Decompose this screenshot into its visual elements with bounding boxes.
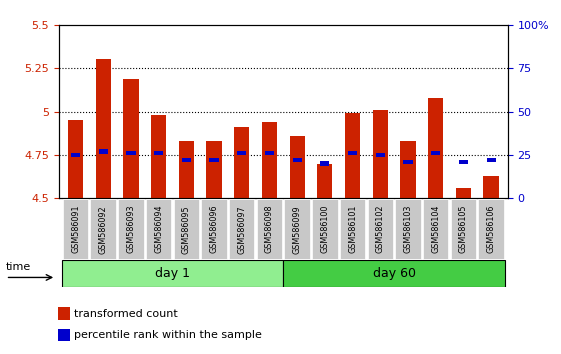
Text: GSM586094: GSM586094 bbox=[154, 205, 163, 253]
Text: day 60: day 60 bbox=[373, 267, 416, 280]
FancyBboxPatch shape bbox=[423, 200, 448, 259]
Bar bbox=[209, 158, 219, 162]
Text: GSM586092: GSM586092 bbox=[99, 205, 108, 253]
Text: GSM586106: GSM586106 bbox=[486, 205, 495, 253]
Bar bbox=[293, 158, 302, 162]
Bar bbox=[484, 176, 499, 198]
Text: GSM586096: GSM586096 bbox=[210, 205, 219, 253]
Bar bbox=[99, 149, 108, 154]
Text: transformed count: transformed count bbox=[74, 309, 178, 319]
FancyBboxPatch shape bbox=[63, 200, 88, 259]
Text: GSM586099: GSM586099 bbox=[293, 205, 302, 253]
Text: GSM586093: GSM586093 bbox=[126, 205, 135, 253]
Bar bbox=[265, 151, 274, 155]
FancyBboxPatch shape bbox=[396, 200, 421, 259]
Text: GSM586091: GSM586091 bbox=[71, 205, 80, 253]
Bar bbox=[58, 329, 70, 341]
Text: GSM586105: GSM586105 bbox=[459, 205, 468, 253]
Bar bbox=[456, 188, 471, 198]
Text: GSM586102: GSM586102 bbox=[376, 205, 385, 253]
Bar bbox=[486, 158, 496, 162]
Bar bbox=[151, 115, 166, 198]
Text: GSM586097: GSM586097 bbox=[237, 205, 246, 253]
FancyBboxPatch shape bbox=[118, 200, 144, 259]
FancyBboxPatch shape bbox=[90, 200, 116, 259]
FancyBboxPatch shape bbox=[257, 200, 282, 259]
FancyBboxPatch shape bbox=[201, 200, 227, 259]
Bar bbox=[58, 307, 70, 320]
Bar bbox=[320, 161, 329, 166]
Bar bbox=[317, 164, 333, 198]
Bar bbox=[373, 110, 388, 198]
Bar bbox=[179, 141, 194, 198]
Bar bbox=[206, 141, 222, 198]
FancyBboxPatch shape bbox=[367, 200, 393, 259]
FancyBboxPatch shape bbox=[173, 200, 199, 259]
FancyBboxPatch shape bbox=[146, 200, 171, 259]
Bar bbox=[154, 151, 163, 155]
FancyBboxPatch shape bbox=[312, 200, 338, 259]
FancyBboxPatch shape bbox=[479, 200, 504, 259]
Bar bbox=[71, 153, 80, 157]
Bar bbox=[68, 120, 83, 198]
Bar bbox=[182, 158, 191, 162]
Bar bbox=[376, 153, 385, 157]
Text: GSM586100: GSM586100 bbox=[320, 205, 329, 253]
Bar bbox=[431, 151, 440, 155]
Text: GSM586095: GSM586095 bbox=[182, 205, 191, 253]
Bar bbox=[95, 59, 111, 198]
Bar bbox=[401, 141, 416, 198]
Text: GSM586103: GSM586103 bbox=[403, 205, 412, 253]
Bar bbox=[403, 160, 412, 164]
Bar bbox=[126, 151, 136, 155]
Text: percentile rank within the sample: percentile rank within the sample bbox=[74, 330, 262, 340]
Text: GSM586104: GSM586104 bbox=[431, 205, 440, 253]
Text: GSM586101: GSM586101 bbox=[348, 205, 357, 253]
Bar bbox=[237, 151, 246, 155]
FancyBboxPatch shape bbox=[450, 200, 476, 259]
Bar bbox=[428, 98, 443, 198]
Text: GSM586098: GSM586098 bbox=[265, 205, 274, 253]
Text: day 1: day 1 bbox=[155, 267, 190, 280]
Text: time: time bbox=[6, 262, 31, 272]
FancyBboxPatch shape bbox=[284, 200, 310, 259]
Bar bbox=[348, 151, 357, 155]
FancyBboxPatch shape bbox=[283, 260, 505, 287]
Bar bbox=[345, 113, 360, 198]
Bar bbox=[289, 136, 305, 198]
FancyBboxPatch shape bbox=[340, 200, 365, 259]
Bar bbox=[123, 79, 139, 198]
Bar bbox=[234, 127, 250, 198]
Bar bbox=[459, 160, 468, 164]
FancyBboxPatch shape bbox=[229, 200, 255, 259]
Bar bbox=[262, 122, 277, 198]
FancyBboxPatch shape bbox=[62, 260, 283, 287]
